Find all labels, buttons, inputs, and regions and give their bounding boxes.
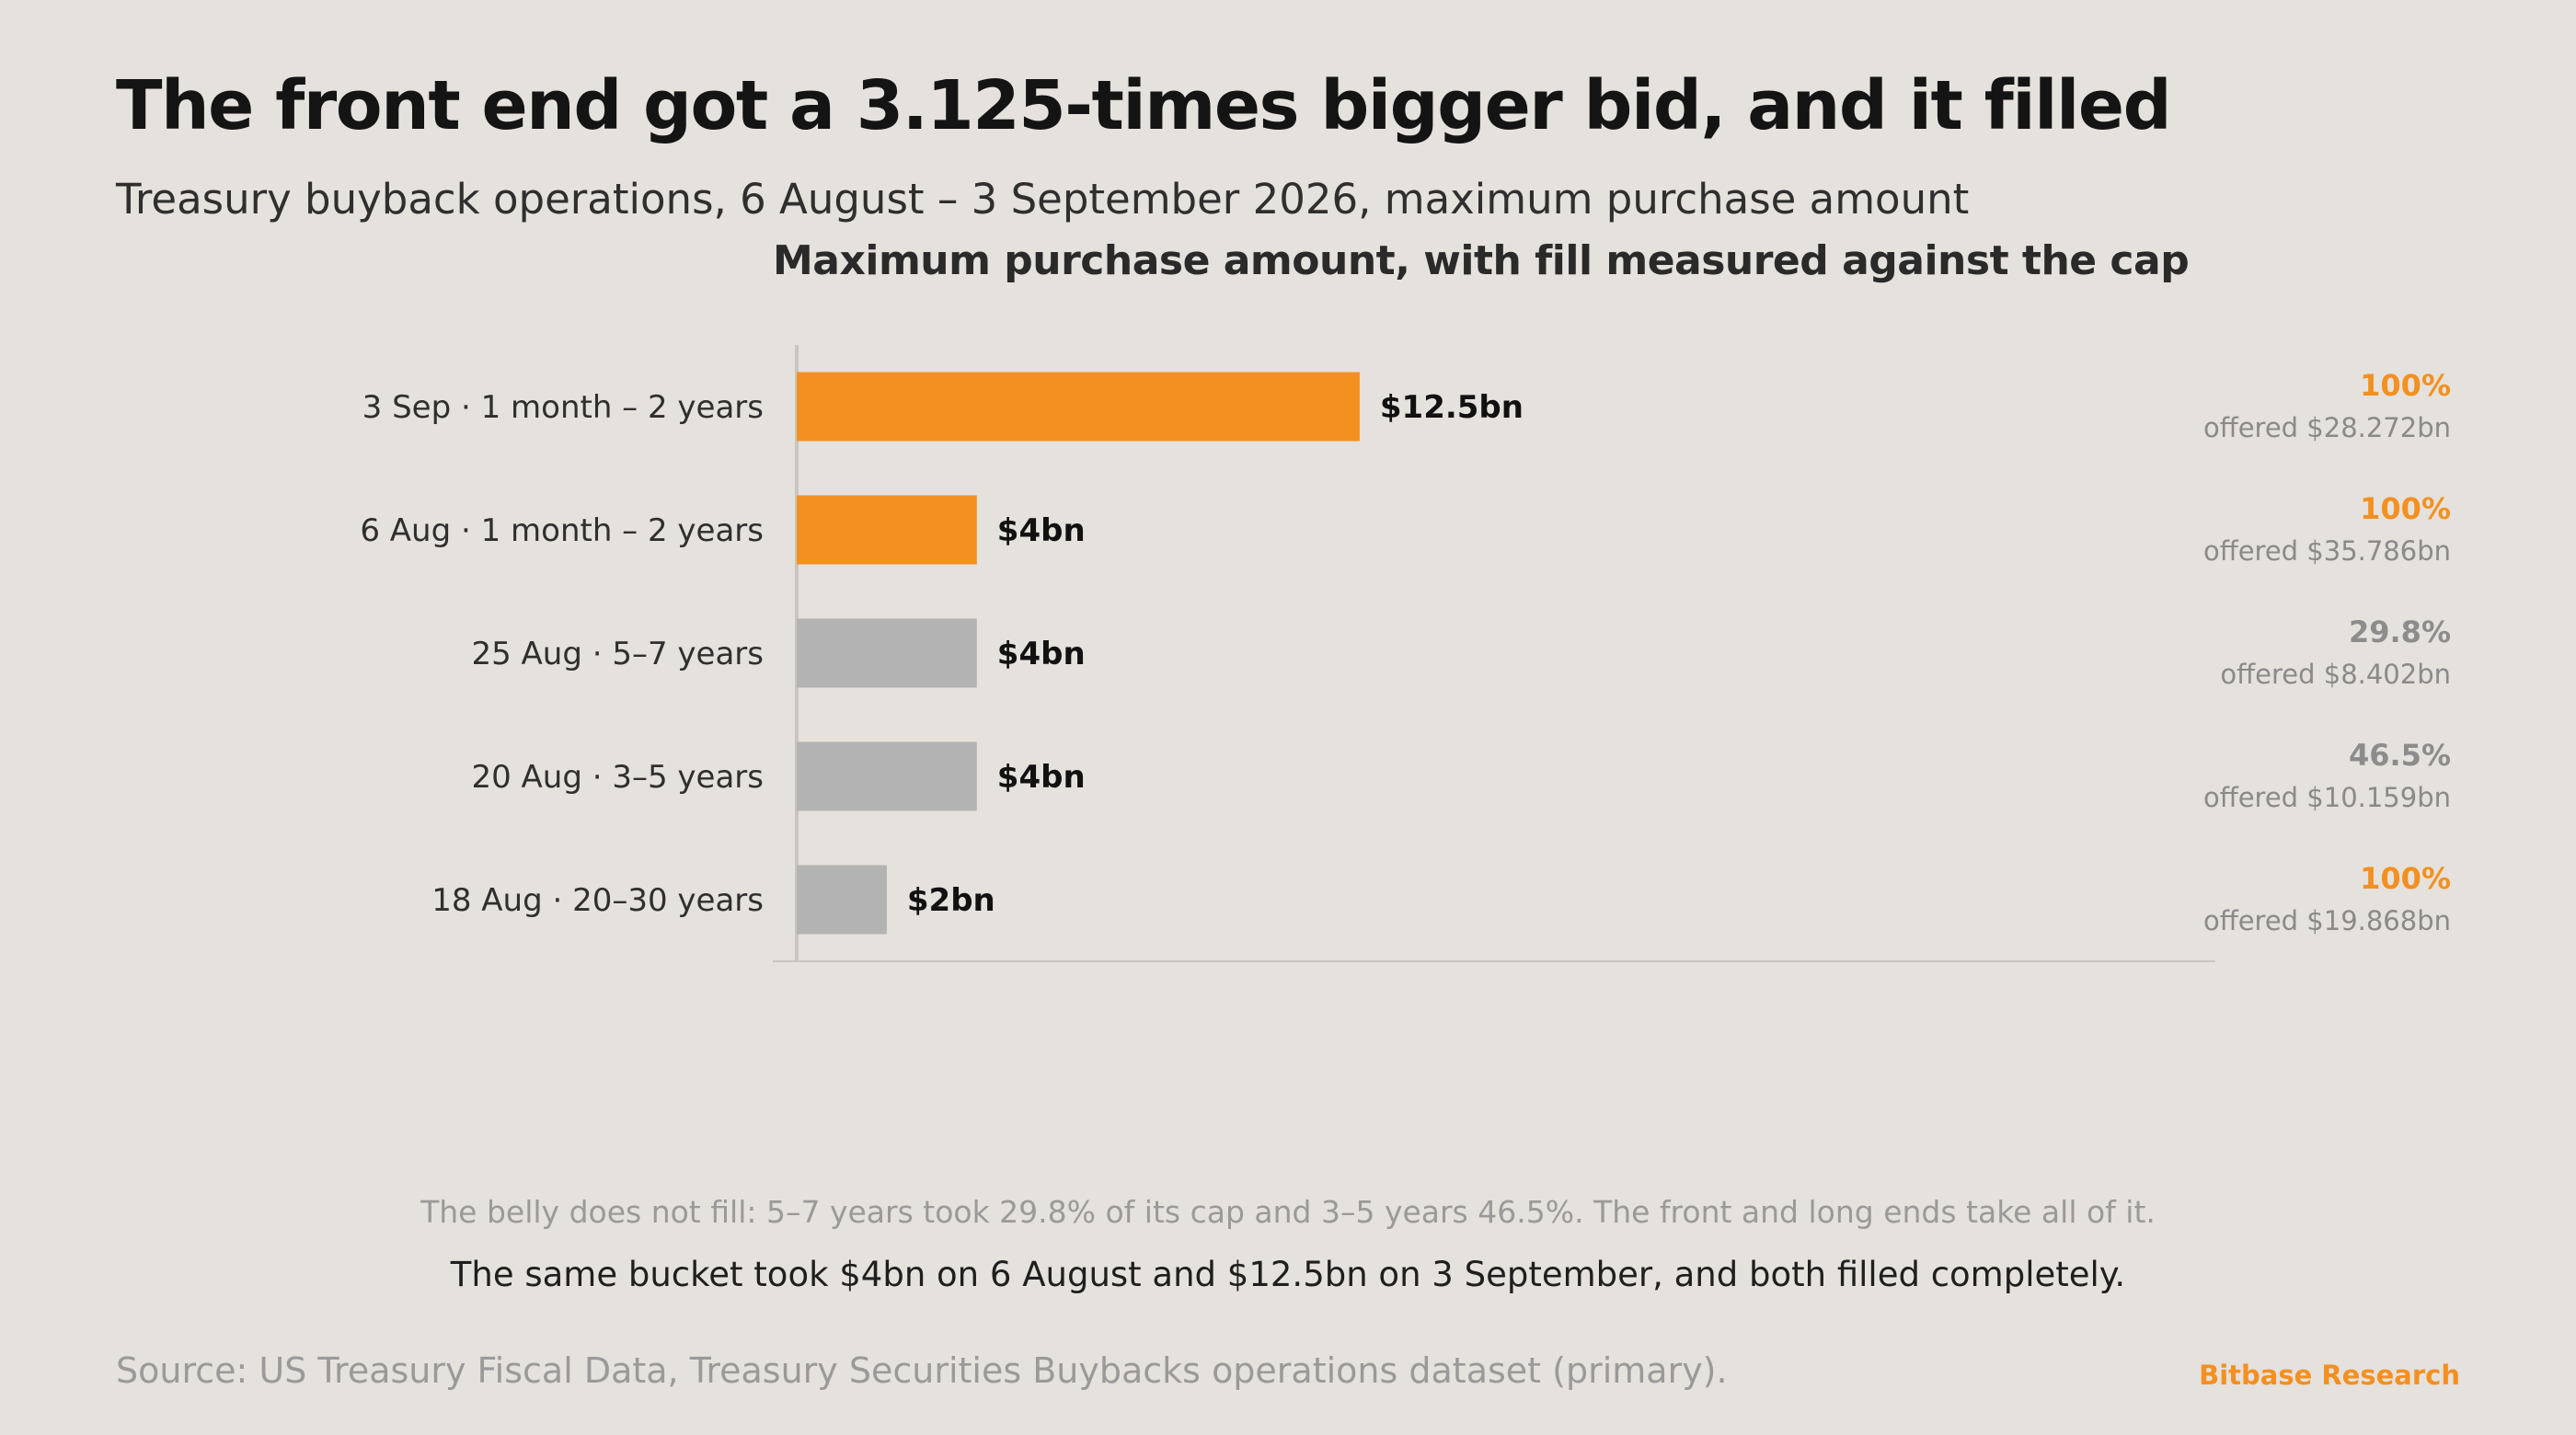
category-label: 18 Aug · 20–30 years	[431, 882, 764, 919]
category-label: 25 Aug · 5–7 years	[471, 636, 764, 672]
bar	[797, 741, 977, 811]
fill-percent-label: 29.8%	[2349, 614, 2451, 649]
value-label: $12.5bn	[1380, 389, 1524, 426]
chart-title: Maximum purchase amount, with fill measu…	[773, 237, 2190, 284]
fill-percent-label: 100%	[2360, 491, 2451, 526]
category-label: 3 Sep · 1 month – 2 years	[362, 389, 764, 426]
offered-amount-label: offered $8.402bn	[2220, 659, 2451, 690]
page-title: The front end got a 3.125-times bigger b…	[116, 66, 2172, 145]
same-bucket-note: The same bucket took $4bn on 6 August an…	[450, 1255, 2126, 1294]
fill-percent-label: 46.5%	[2349, 738, 2451, 773]
value-label: $2bn	[907, 882, 995, 919]
brand-label: Bitbase Research	[2199, 1360, 2460, 1391]
value-label: $4bn	[997, 636, 1086, 672]
offered-amount-label: offered $10.159bn	[2203, 782, 2451, 813]
bar	[797, 618, 977, 688]
fill-percent-label: 100%	[2360, 861, 2451, 896]
source-note: Source: US Treasury Fiscal Data, Treasur…	[116, 1350, 1728, 1391]
category-label: 20 Aug · 3–5 years	[471, 759, 764, 796]
bar	[797, 495, 977, 565]
offered-amount-label: offered $28.272bn	[2203, 412, 2451, 443]
belly-note: The belly does not fill: 5–7 years took …	[420, 1194, 2156, 1230]
bar-chart: 3 Sep · 1 month – 2 years $12.5bn 100% offe…	[360, 345, 2451, 962]
value-label: $4bn	[997, 512, 1086, 549]
page-subtitle: Treasury buyback operations, 6 August – …	[116, 175, 1970, 224]
fill-percent-label: 100%	[2360, 368, 2451, 403]
offered-amount-label: offered $35.786bn	[2203, 535, 2451, 567]
value-label: $4bn	[997, 759, 1086, 796]
bar	[797, 372, 1360, 442]
bar	[797, 865, 887, 935]
category-label: 6 Aug · 1 month – 2 years	[360, 512, 764, 549]
offered-amount-label: offered $19.868bn	[2203, 905, 2451, 936]
